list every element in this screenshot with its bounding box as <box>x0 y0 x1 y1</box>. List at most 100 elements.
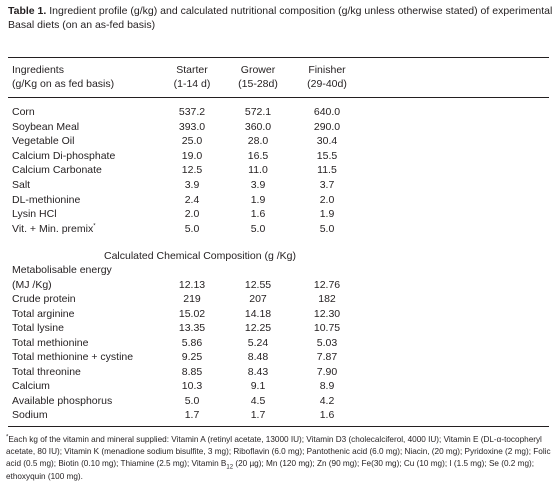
table-label: Table 1. <box>8 5 47 17</box>
ingredient-row-value: 1.6 <box>250 208 266 221</box>
table-caption: Table 1. Ingredient profile (g/kg) and c… <box>8 4 556 32</box>
header-starter-days: (1-14 d) <box>173 78 211 90</box>
composition-row-name: Sodium <box>12 409 48 421</box>
ingredient-row-value: 537.2 <box>178 106 206 118</box>
header-ingredients-unit: (g/Kg on as fed basis) <box>12 78 115 90</box>
composition-row-value: 1.7 <box>250 409 266 421</box>
ingredient-row-value: 11.5 <box>317 164 337 177</box>
ingredient-row-name: Vegetable Oil <box>12 135 75 148</box>
ingredient-row-label: Calcium Di-phosphate <box>12 149 115 163</box>
ingredient-row-label: Soybean Meal <box>12 120 79 134</box>
ingredient-row-value: 11.0 <box>248 164 268 177</box>
composition-row-value: 12.25 <box>244 322 272 334</box>
composition-row-value: 5.0 <box>184 394 200 407</box>
ingredient-row-value: 640.0 <box>313 106 341 118</box>
ingredient-row-name: DL-methionine <box>12 193 81 206</box>
composition-row-value: 7.90 <box>316 365 338 378</box>
ingredient-row-label: Calcium Carbonate <box>12 163 102 177</box>
ingredient-row-name: Calcium Carbonate <box>12 164 102 177</box>
composition-row-value: 4.2 <box>319 394 335 407</box>
footnote-text-2: (20 µg); Mn (120 mg); Zn (90 mg); Fe(30 … <box>6 459 534 481</box>
composition-row-label: Total lysine <box>12 321 64 335</box>
header-finisher-days: (29-40d) <box>307 78 347 90</box>
composition-row-value: 4.5 <box>250 394 266 407</box>
header-finisher: Finisher <box>308 64 346 76</box>
composition-row-value: 13.35 <box>178 322 206 334</box>
ingredient-row-name: Soybean Meal <box>12 120 80 133</box>
bottom-rule <box>8 426 549 427</box>
composition-row-value: 182 <box>318 293 336 305</box>
composition-row-label: Sodium <box>12 408 48 422</box>
composition-row-label: Available phosphorus <box>12 394 112 408</box>
footnote-text-1: Each kg of the vitamin and mineral suppl… <box>6 435 551 469</box>
ingredient-row-value: 3.9 <box>184 179 200 191</box>
ingredient-row-value: 5.0 <box>250 222 266 235</box>
ingredient-row-name: Salt <box>12 179 31 191</box>
composition-row-value: 14.18 <box>244 307 272 320</box>
table-caption-text: Ingredient profile (g/kg) and calculated… <box>8 5 553 31</box>
footnote-subscript: 12 <box>226 465 234 472</box>
composition-row-value: 8.43 <box>247 365 269 378</box>
composition-row-value: 8.48 <box>247 351 269 363</box>
header-ingredients: Ingredients <box>12 64 64 76</box>
composition-row-value: 1.6 <box>319 409 335 421</box>
ingredient-row-value: 360.0 <box>244 120 272 133</box>
ingredient-row-label: Corn <box>12 105 35 119</box>
composition-row-value: 5.86 <box>181 336 203 349</box>
composition-row-name: Crude protein <box>12 293 76 305</box>
composition-row-value: 12.55 <box>244 278 272 291</box>
header-grower-days: (15-28d) <box>238 78 278 90</box>
ingredient-row-value: 2.4 <box>184 193 200 206</box>
ingredient-row-value: 1.9 <box>319 208 335 221</box>
composition-row-value: 7.87 <box>316 351 338 363</box>
ingredient-row-value: 25.0 <box>181 135 203 148</box>
ingredient-row-name: Vit. + Min. premix <box>12 222 94 235</box>
ingredient-row-value: 5.0 <box>184 222 200 235</box>
footnote: *Each kg of the vitamin and mineral supp… <box>6 434 555 483</box>
composition-row-label: Crude protein <box>12 292 76 306</box>
ingredient-row-value: 290.0 <box>313 120 341 133</box>
composition-row-value: 12.76 <box>313 278 341 291</box>
ingredient-row-label: DL-methionine <box>12 193 80 207</box>
ingredient-row-label: Vit. + Min. premix* <box>12 222 96 236</box>
ingredient-row-value: 15.5 <box>316 149 338 162</box>
header-grower: Grower <box>240 64 276 76</box>
footnote-marker: * <box>6 434 9 441</box>
composition-row-name: Total methionine + cystine <box>12 351 134 363</box>
composition-row-value: 8.9 <box>319 380 335 392</box>
composition-row-name: Total methionine <box>12 336 89 349</box>
ingredient-row-name: Corn <box>12 106 35 118</box>
composition-row-name: (MJ /Kg) <box>12 278 52 291</box>
composition-row-value: 15.02 <box>178 307 206 320</box>
composition-row-label: Total methionine + cystine <box>12 350 133 364</box>
ingredient-row-label: Salt <box>12 178 30 192</box>
composition-row-value: 207 <box>249 293 267 305</box>
composition-row-value: 5.24 <box>247 336 269 349</box>
ingredient-row-value: 1.9 <box>250 193 266 206</box>
composition-row-label: (MJ /Kg) <box>12 278 52 292</box>
composition-row-name: Total lysine <box>12 322 64 334</box>
section-title: Calculated Chemical Composition (g /Kg) <box>104 250 296 262</box>
composition-row-value: 219 <box>183 293 201 305</box>
ingredient-row-value: 12.5 <box>181 164 203 177</box>
ingredient-row-name: Calcium Di-phosphate <box>12 149 116 162</box>
composition-row-name: Available phosphorus <box>12 394 113 407</box>
ingredient-row-footnote-marker: * <box>93 223 96 230</box>
composition-row-label: Total threonine <box>12 365 81 379</box>
ingredient-row-value: 3.7 <box>319 179 335 191</box>
composition-row-value: 9.25 <box>181 351 203 363</box>
composition-row-value: 10.3 <box>181 380 203 392</box>
composition-row-value: 12.30 <box>313 307 341 320</box>
top-rule <box>8 57 549 58</box>
ingredient-row-value: 572.1 <box>244 106 272 118</box>
composition-row-name: Total arginine <box>12 307 75 320</box>
header-starter: Starter <box>176 64 208 76</box>
composition-row-value: 12.13 <box>178 278 206 291</box>
composition-row-value: 9.1 <box>250 380 266 392</box>
ingredient-row-label: Vegetable Oil <box>12 134 74 148</box>
composition-row-value: 8.85 <box>181 365 203 378</box>
ingredient-row-value: 30.4 <box>316 135 338 148</box>
composition-row-label: Total arginine <box>12 307 74 321</box>
composition-row-label: Total methionine <box>12 336 88 350</box>
ingredient-row-value: 2.0 <box>184 208 200 221</box>
